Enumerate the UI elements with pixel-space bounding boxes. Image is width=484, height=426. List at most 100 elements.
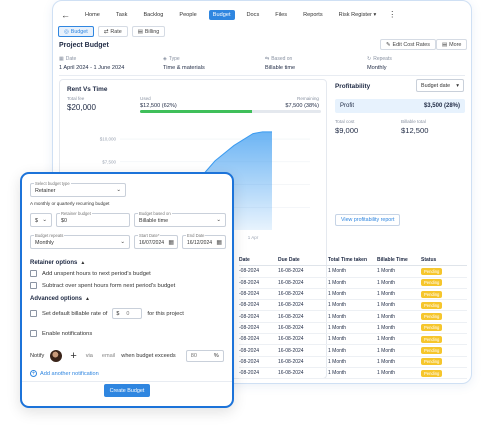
advanced-options-header[interactable]: Advanced options ▲ <box>30 296 90 302</box>
billing-icon: ▤ <box>137 28 143 35</box>
status-cell: Pending <box>421 324 461 332</box>
back-arrow-icon[interactable]: ← <box>61 9 70 20</box>
subtract-over-option[interactable]: Subtract over spent hours form next peri… <box>30 282 175 289</box>
table-cell: -08-2024 <box>239 347 260 354</box>
table-cell: 1 Month <box>328 268 347 275</box>
subtract-over-checkbox[interactable] <box>30 282 37 289</box>
table-row[interactable]: -08-2024 16-08-2024 1 Month 1 Month Pending <box>239 300 467 312</box>
col-status: Status <box>421 257 437 264</box>
subtract-over-label: Subtract over spent hours form next peri… <box>42 282 176 289</box>
view-profitability-report-button[interactable]: View profitability report <box>335 214 401 226</box>
tab-files[interactable]: Files <box>275 12 288 18</box>
status-cell: Pending <box>421 335 461 343</box>
end-date-input[interactable]: End Date 16/12/2024 ▦ <box>182 233 226 249</box>
table-cell: 1 Month <box>328 358 347 365</box>
budget-date-select[interactable]: Budget date ▾ <box>416 79 464 92</box>
profit-value: $3,500 (28%) <box>423 103 460 109</box>
table-cell: 1 Month <box>328 347 347 354</box>
budget-based-on-select[interactable]: Budget based on Billable time ⌄ <box>134 211 226 227</box>
tab-backlog[interactable]: Backlog <box>143 12 164 18</box>
retainer-budget-input[interactable]: Retainer budget $0 <box>56 211 130 227</box>
table-cell: 1 Month <box>377 279 396 286</box>
budget-repeats-select[interactable]: Budget repeats Monthly ⌄ <box>30 233 130 249</box>
avatar[interactable] <box>50 350 63 362</box>
table-row[interactable]: -08-2024 16-08-2024 1 Month 1 Month Pending <box>239 368 467 380</box>
x-tick-label: 1 Apr <box>248 235 259 240</box>
table-row[interactable]: -08-2024 16-08-2024 1 Month 1 Month Pending <box>239 266 467 278</box>
budget-type-select[interactable]: Select budget type Retainer ⌄ <box>30 181 126 197</box>
budget-table: Date Due Date Total Time taken Billable … <box>239 255 467 380</box>
table-cell: 1 Month <box>328 279 347 286</box>
total-fee: Total fee $20,000 <box>67 96 96 112</box>
retainer-budget-value: $0 <box>61 218 67 224</box>
edit-cost-rates-button[interactable]: ✎ Edit Cost Rates <box>380 39 436 50</box>
add-user-icon[interactable]: + <box>70 349 77 362</box>
total-cost-value: $9,000 <box>335 126 359 135</box>
tab-task[interactable]: Task <box>115 12 128 18</box>
retainer-budget-label: Retainer budget <box>60 211 92 216</box>
default-rate-checkbox[interactable] <box>30 310 37 317</box>
table-row[interactable]: -08-2024 16-08-2024 1 Month 1 Month Pending <box>239 334 467 346</box>
create-budget-button[interactable]: Create Budget <box>104 384 150 397</box>
budget-repeats-value: Monthly <box>35 240 54 246</box>
table-cell: 16-08-2024 <box>278 279 304 286</box>
end-date-label: End Date <box>186 233 206 238</box>
subtab-billing[interactable]: ▤ Billing <box>131 26 166 37</box>
status-badge: Pending <box>421 324 443 332</box>
budget-based-on-label: Budget based on <box>138 211 172 216</box>
calendar-icon[interactable]: ▦ <box>168 240 174 246</box>
table-row[interactable]: -08-2024 16-08-2024 1 Month 1 Month Pending <box>239 323 467 335</box>
tab-reports[interactable]: Reports <box>303 12 323 18</box>
table-cell: -08-2024 <box>239 324 260 331</box>
tab-budget[interactable]: Budget <box>208 10 235 20</box>
table-cell: -08-2024 <box>239 336 260 343</box>
start-date-value: 16/07/2024 <box>139 240 165 246</box>
more-vertical-icon[interactable]: ⋮ <box>388 10 397 19</box>
info-type-label: Type <box>168 56 180 62</box>
currency-value: $ <box>35 218 38 224</box>
col-date: Date <box>239 257 250 264</box>
chevron-down-icon: ⌄ <box>216 217 221 223</box>
swap-icon: ⇆ <box>265 56 270 62</box>
edit-icon: ✎ <box>386 41 391 48</box>
info-repeats: ↻ Repeats Monthly <box>367 56 392 71</box>
calendar-icon[interactable]: ▦ <box>216 240 222 246</box>
table-cell: 1 Month <box>328 291 347 298</box>
table-row[interactable]: -08-2024 16-08-2024 1 Month 1 Month Pending <box>239 345 467 357</box>
budget-progress-fill <box>140 110 253 113</box>
default-rate-input[interactable]: $ 0 <box>112 308 143 319</box>
tab-docs[interactable]: Docs <box>246 12 260 18</box>
retainer-options-header[interactable]: Retainer options ▲ <box>30 260 85 266</box>
chevron-down-icon: ▾ <box>456 82 459 89</box>
percent-sign: % <box>213 353 219 359</box>
info-type: ◈ Type Time & materials <box>163 56 205 71</box>
currency-select[interactable]: $ ⌄ <box>30 213 52 227</box>
add-unspent-checkbox[interactable] <box>30 270 37 277</box>
table-cell: 16-08-2024 <box>278 324 304 331</box>
used: Used $12,500 (62%) <box>140 96 177 109</box>
more-button[interactable]: ▤ More <box>436 39 468 50</box>
enable-notifications-checkbox[interactable] <box>30 330 37 337</box>
email-channel[interactable]: email <box>101 353 116 359</box>
tab-risk-register[interactable]: Risk Register ▾ <box>338 12 377 18</box>
threshold-percent-input[interactable]: 80 % <box>185 350 224 362</box>
status-cell: Pending <box>421 267 461 275</box>
table-row[interactable]: -08-2024 16-08-2024 1 Month 1 Month Pending <box>239 357 467 368</box>
table-cell: -08-2024 <box>239 370 260 377</box>
tab-people[interactable]: People <box>179 12 197 18</box>
table-cell: -08-2024 <box>239 291 260 298</box>
start-date-input[interactable]: Start Date* 16/07/2024 ▦ <box>134 233 178 249</box>
used-value: $12,500 (62%) <box>140 103 177 109</box>
table-row[interactable]: -08-2024 16-08-2024 1 Month 1 Month Pending <box>239 311 467 323</box>
subtab-budget[interactable]: ◎ Budget <box>58 26 94 37</box>
tab-home[interactable]: Home <box>85 12 100 18</box>
table-row[interactable]: -08-2024 16-08-2024 1 Month 1 Month Pending <box>239 278 467 289</box>
budget-repeats-label: Budget repeats <box>34 233 65 238</box>
divider <box>59 75 465 76</box>
table-row[interactable]: -08-2024 16-08-2024 1 Month 1 Month Pending <box>239 289 467 301</box>
add-notification-link[interactable]: + Add another notification <box>30 370 99 377</box>
enable-notifications-option[interactable]: Enable notifications <box>30 330 92 337</box>
subtab-rate[interactable]: ⇄ Rate <box>97 26 128 37</box>
table-cell: 16-08-2024 <box>278 313 304 320</box>
add-unspent-option[interactable]: Add unspent hours to next period's budge… <box>30 270 151 277</box>
